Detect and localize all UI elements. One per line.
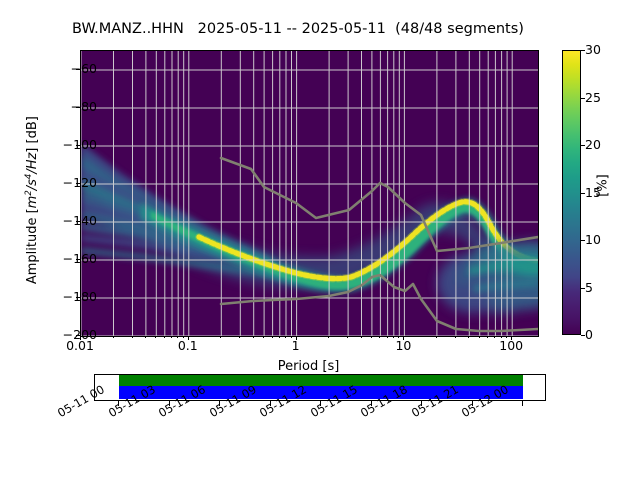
x-tick-label: 1 bbox=[291, 338, 300, 353]
data-coverage-timeline bbox=[94, 374, 546, 401]
y-tick-label: −140 bbox=[62, 213, 97, 228]
y-axis-label: Amplitude [m2/s4/Hz] [dB] bbox=[23, 116, 41, 285]
x-axis-label: Period [s] bbox=[277, 359, 340, 374]
colorbar-tick-label: 15 bbox=[585, 184, 601, 200]
y-tick-label: −120 bbox=[62, 175, 97, 190]
colorbar-tick-label: 25 bbox=[585, 89, 601, 105]
colorbar bbox=[562, 50, 581, 335]
colorbar-tick-label: 0 bbox=[585, 327, 593, 342]
y-tick-label: −80 bbox=[70, 99, 97, 114]
x-tick-label: 0.1 bbox=[177, 338, 198, 353]
noise-model-curves bbox=[219, 156, 538, 333]
ppsd-canvas bbox=[81, 51, 538, 336]
y-tick-label: −60 bbox=[70, 61, 97, 76]
colorbar-tick-label: 5 bbox=[585, 279, 593, 295]
colorbar-tick-label: 10 bbox=[585, 232, 601, 247]
timeline-tick-label: 05-11 00 bbox=[55, 382, 107, 421]
x-tick-label: 100 bbox=[499, 338, 524, 353]
plot-title: BW.MANZ..HHN 2025-05-11 -- 2025-05-11 (4… bbox=[72, 21, 524, 37]
colorbar-tick-label: 30 bbox=[585, 42, 601, 57]
y-tick-label: −100 bbox=[62, 137, 97, 152]
x-tick-label: 0.01 bbox=[66, 338, 94, 353]
y-tick-label: −160 bbox=[62, 251, 97, 266]
ppsd-plot-area bbox=[80, 50, 539, 337]
coverage-band-blue bbox=[119, 386, 523, 399]
colorbar-tick-label: 20 bbox=[585, 137, 601, 152]
colorbar-label: [%] bbox=[595, 174, 611, 197]
y-tick-label: −180 bbox=[62, 289, 97, 304]
coverage-band-green bbox=[119, 375, 523, 386]
x-tick-label: 10 bbox=[395, 338, 412, 353]
y-tick-label: −200 bbox=[62, 327, 97, 342]
